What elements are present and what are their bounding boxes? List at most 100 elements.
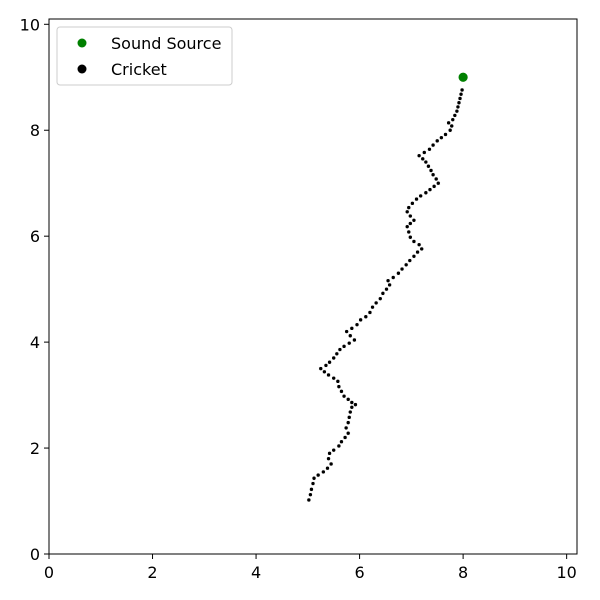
cricket-point: [406, 229, 412, 235]
cricket-point: [426, 163, 431, 169]
cricket-point: [373, 300, 379, 306]
cricket-point: [420, 156, 426, 162]
cricket-point: [341, 393, 347, 399]
legend-label: Sound Source: [111, 34, 221, 53]
cricket-point: [423, 190, 429, 196]
cricket-point: [336, 384, 342, 389]
cricket-point: [334, 351, 340, 357]
cricket-point: [349, 326, 355, 331]
cricket-point: [323, 363, 329, 368]
cricket-point: [346, 340, 352, 346]
cricket-point: [331, 375, 337, 381]
cricket-point: [387, 282, 392, 288]
cricket-point: [327, 359, 332, 365]
cricket-point: [408, 234, 413, 240]
cricket-point: [380, 291, 386, 296]
cricket-point: [427, 147, 432, 152]
cricket-point: [411, 217, 417, 223]
cricket-point: [414, 196, 419, 202]
cricket-point: [358, 317, 363, 323]
cricket-point: [439, 135, 444, 140]
cricket-point: [309, 487, 314, 492]
cricket-point: [456, 100, 462, 105]
plot-area: [48, 18, 578, 555]
x-tick-label: 10: [556, 563, 576, 582]
cricket-point: [416, 153, 422, 158]
cricket-point: [399, 266, 405, 272]
cricket-point: [326, 372, 331, 378]
cricket-point: [337, 347, 343, 352]
cricket-point: [310, 481, 316, 486]
cricket-point: [367, 310, 373, 315]
cricket-point: [352, 337, 357, 343]
cricket-point: [339, 439, 344, 445]
cricket-point: [311, 475, 317, 481]
cricket-point: [321, 469, 326, 475]
cricket-point: [331, 447, 337, 453]
cricket-point: [354, 322, 360, 327]
cricket-point: [325, 465, 330, 471]
cricket-point: [435, 180, 441, 186]
cricket-point: [326, 456, 331, 461]
cricket-point: [377, 296, 383, 301]
cricket-point: [328, 461, 334, 467]
x-axis: 0 2 4 6 8 10: [44, 554, 577, 582]
cricket-point: [408, 213, 413, 219]
cricket-point: [396, 270, 401, 276]
cricket-point: [458, 91, 464, 97]
cricket-point: [449, 123, 455, 129]
legend-box: [56, 26, 233, 86]
cricket-point: [415, 249, 420, 255]
y-tick-label: 4: [30, 333, 40, 352]
cricket-point: [349, 400, 355, 405]
cricket-point: [349, 404, 355, 410]
cricket-point: [344, 329, 349, 334]
y-tick-label: 0: [30, 545, 40, 564]
cricket-point: [434, 138, 440, 144]
cricket-point: [411, 254, 417, 259]
cricket-point: [331, 355, 337, 361]
legend-marker: [77, 38, 87, 48]
cricket-point: [346, 415, 352, 420]
y-axis: 0 2 4 6 8 10: [20, 15, 49, 564]
legend-marker: [77, 64, 87, 74]
x-tick-label: 6: [354, 563, 364, 582]
x-tick-label: 4: [251, 563, 261, 582]
cricket-point: [410, 201, 415, 206]
cricket-point: [452, 113, 458, 118]
cricket-point: [342, 435, 348, 440]
x-tick-label: 0: [44, 563, 54, 582]
cricket-point: [421, 150, 427, 155]
cricket-point: [336, 443, 342, 449]
sound-source-point: [457, 71, 469, 83]
cricket-point: [343, 425, 349, 431]
data-points-layer: [306, 71, 469, 503]
y-tick-label: 2: [30, 439, 40, 458]
cricket-point: [384, 286, 389, 292]
cricket-point: [363, 314, 369, 319]
legend: Sound Source Cricket: [56, 26, 233, 86]
cricket-point: [419, 246, 425, 252]
x-tick-label: 8: [458, 563, 468, 582]
cricket-point: [407, 258, 413, 263]
cricket-point: [431, 184, 437, 189]
cricket-point: [427, 187, 433, 192]
cricket-point: [345, 430, 351, 436]
cricket-point: [353, 402, 358, 407]
cricket-point: [322, 369, 327, 375]
cricket-point: [416, 242, 422, 247]
cricket-point: [306, 497, 312, 503]
cricket-point: [406, 205, 412, 210]
cricket-point: [459, 87, 465, 93]
cricket-point: [443, 132, 448, 137]
cricket-point: [339, 389, 344, 394]
cricket-point: [430, 142, 436, 148]
cricket-point: [457, 96, 463, 101]
cricket-point: [404, 224, 410, 229]
cricket-point: [404, 209, 410, 215]
cricket-point: [347, 333, 353, 339]
plot-frame: [48, 18, 578, 555]
cricket-point: [423, 159, 429, 165]
